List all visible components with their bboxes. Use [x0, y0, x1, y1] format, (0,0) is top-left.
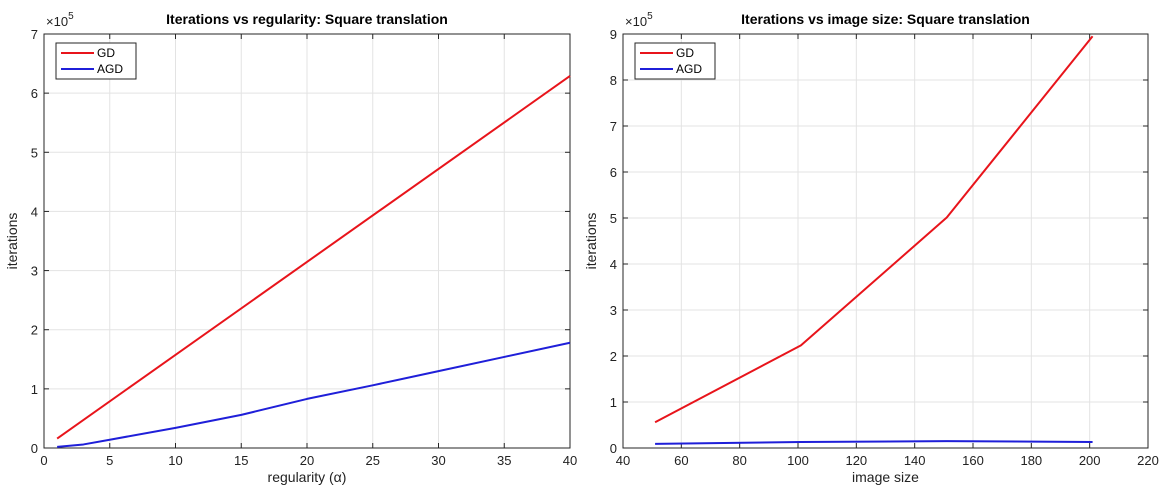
- y-tick-label: 6: [31, 86, 38, 101]
- plot-area: [623, 34, 1148, 448]
- x-tick-label: 30: [431, 453, 445, 468]
- y-multiplier-base: ×10: [46, 14, 68, 29]
- x-tick-label: 200: [1079, 453, 1101, 468]
- y-tick-label: 9: [610, 27, 617, 42]
- x-tick-label: 35: [497, 453, 511, 468]
- x-tick-label: 40: [616, 453, 630, 468]
- legend-entry-agd: AGD: [97, 62, 123, 76]
- y-tick-label: 1: [31, 382, 38, 397]
- y-axis-label: iterations: [4, 213, 20, 270]
- y-axis-label: iterations: [583, 213, 599, 270]
- y-tick-label: 4: [31, 204, 38, 219]
- x-axis-label: image size: [852, 469, 919, 485]
- legend-entry-agd: AGD: [676, 62, 702, 76]
- y-multiplier-exponent: 5: [647, 11, 653, 22]
- x-tick-label: 0: [40, 453, 47, 468]
- y-tick-label: 7: [610, 119, 617, 134]
- legend-box: [634, 42, 716, 80]
- y-tick-label: 5: [31, 145, 38, 160]
- y-multiplier-base: ×10: [625, 14, 647, 29]
- y-tick-label: 0: [610, 441, 617, 456]
- legend-box: [55, 42, 137, 80]
- y-multiplier: ×105: [625, 11, 653, 29]
- chart-title: Iterations vs image size: Square transla…: [741, 11, 1030, 27]
- x-tick-label: 160: [962, 453, 984, 468]
- y-tick-label: 2: [31, 323, 38, 338]
- y-tick-label: 0: [31, 441, 38, 456]
- series-line-gd: [56, 75, 571, 440]
- y-tick-label: 2: [610, 349, 617, 364]
- x-tick-label: 220: [1137, 453, 1159, 468]
- x-tick-label: 15: [234, 453, 248, 468]
- y-tick-label: 8: [610, 73, 617, 88]
- y-multiplier: ×105: [46, 11, 74, 29]
- y-tick-label: 1: [610, 395, 617, 410]
- y-tick-label: 7: [31, 27, 38, 42]
- x-tick-label: 10: [168, 453, 182, 468]
- series-line-agd: [57, 341, 571, 448]
- x-tick-label: 20: [300, 453, 314, 468]
- legend-entry-gd: GD: [676, 46, 694, 60]
- y-tick-label: 4: [610, 257, 617, 272]
- y-tick-label: 3: [610, 303, 617, 318]
- x-tick-label: 5: [106, 453, 113, 468]
- x-axis-label: regularity (α): [268, 469, 347, 485]
- series-line-agd: [655, 440, 1093, 445]
- legend: GD AGD: [55, 42, 137, 80]
- y-tick-label: 6: [610, 165, 617, 180]
- x-tick-label: 80: [732, 453, 746, 468]
- x-tick-label: 25: [366, 453, 380, 468]
- x-tick-label: 120: [845, 453, 867, 468]
- axes-box: [622, 33, 1149, 449]
- x-tick-label: 100: [787, 453, 809, 468]
- x-tick-label: 180: [1020, 453, 1042, 468]
- y-tick-label: 5: [610, 211, 617, 226]
- legend-entry-gd: GD: [97, 46, 115, 60]
- x-tick-label: 140: [904, 453, 926, 468]
- chart-title: Iterations vs regularity: Square transla…: [166, 11, 448, 27]
- x-tick-label: 40: [563, 453, 577, 468]
- series-line-gd: [654, 35, 1094, 424]
- chart-iterations-vs-image-size: 40 60 80 100 120 140 160 180 200 220 0 1 2 3 4 5 6 7 8 9 ×10…: [583, 11, 1159, 485]
- x-tick-label: 60: [674, 453, 688, 468]
- y-multiplier-exponent: 5: [68, 11, 74, 22]
- legend: GD AGD: [634, 42, 716, 80]
- y-tick-label: 3: [31, 264, 38, 279]
